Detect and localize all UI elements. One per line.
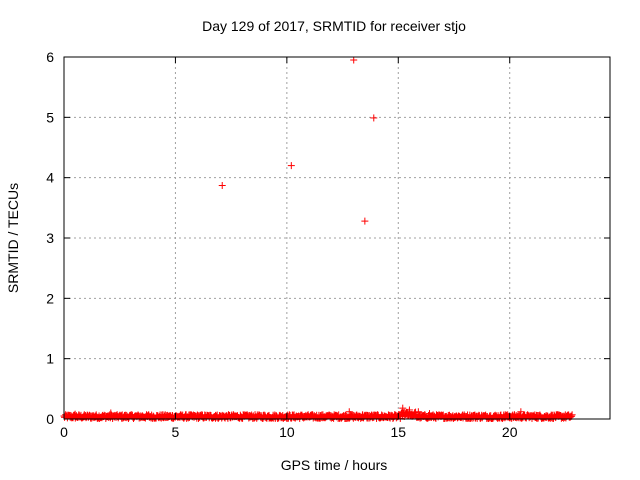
data-point (405, 406, 413, 414)
x-tick-label: 5 (172, 424, 180, 440)
y-tick-label: 5 (46, 109, 54, 125)
data-point (64, 412, 72, 420)
data-point (316, 412, 324, 420)
data-point (372, 412, 380, 420)
data-point (517, 408, 525, 416)
data-point (145, 411, 153, 419)
data-point (91, 412, 99, 420)
data-point (345, 408, 353, 416)
data-point (218, 182, 226, 190)
x-tick-label: 0 (60, 424, 68, 440)
y-tick-label: 1 (46, 351, 54, 367)
x-tick-label: 15 (390, 424, 406, 440)
data-point (212, 411, 220, 419)
data-point (287, 162, 295, 170)
data-point (107, 409, 115, 417)
data-point (80, 411, 88, 419)
data-point (425, 410, 433, 418)
x-tick-label: 10 (279, 424, 295, 440)
data-point (414, 408, 422, 416)
y-axis-title: SRMTID / TECUs (5, 183, 21, 293)
data-point (370, 114, 378, 122)
data-point (359, 411, 367, 419)
data-point (548, 412, 556, 420)
data-point (229, 412, 237, 420)
data-point (486, 412, 494, 420)
y-tick-label: 6 (46, 49, 54, 65)
axis-ticks (63, 56, 610, 420)
grid-lines (64, 57, 610, 419)
data-point (470, 411, 478, 419)
data-point (118, 411, 126, 419)
data-point (532, 411, 540, 419)
chart-title: Day 129 of 2017, SRMTID for receiver stj… (202, 18, 466, 34)
data-point (194, 412, 202, 420)
y-tick-label: 2 (46, 290, 54, 306)
band-point (568, 411, 576, 419)
y-tick-label: 4 (46, 170, 54, 186)
data-point (361, 217, 369, 225)
y-tick-label: 0 (46, 411, 54, 427)
data-point (454, 412, 462, 420)
data-point (439, 411, 447, 419)
data-point (131, 412, 139, 420)
data-point (71, 410, 79, 418)
data-point (399, 404, 407, 412)
data-point (160, 412, 168, 420)
data-point (564, 411, 572, 419)
y-tick-label: 3 (46, 230, 54, 246)
data-point (501, 411, 509, 419)
data-points (60, 56, 576, 423)
x-tick-label: 20 (502, 424, 518, 440)
x-axis-title: GPS time / hours (281, 457, 388, 473)
data-point (265, 411, 273, 419)
tick-labels: 0 5 10 15 20 0 1 2 3 4 5 6 (46, 49, 518, 440)
data-point (385, 411, 393, 419)
data-point (350, 56, 358, 64)
data-point (332, 411, 340, 419)
